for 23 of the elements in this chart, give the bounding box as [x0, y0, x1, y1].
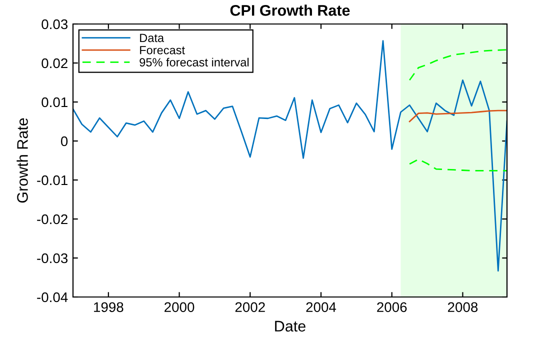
x-tick-label: 1998	[94, 302, 124, 312]
chart-title: CPI Growth Rate	[230, 4, 350, 16]
legend-label: Forecast	[140, 46, 185, 54]
x-axis-title: Date	[275, 320, 306, 332]
x-tick-label: 2002	[235, 302, 265, 312]
x-tick-label: 2006	[377, 302, 407, 312]
x-tick-label: 2000	[164, 302, 194, 312]
line-series	[408, 110, 507, 122]
y-tick-label: -0.01	[37, 175, 68, 186]
x-tick-label: 2008	[448, 302, 478, 312]
y-tick-label: 0.03	[42, 19, 68, 30]
y-tick-label: 0	[60, 136, 68, 146]
y-axis-title: Growth Rate	[16, 118, 28, 203]
y-tick-label: -0.03	[37, 253, 68, 264]
x-tick-label: 2004	[306, 302, 336, 312]
y-tick-label: 0.02	[42, 58, 68, 68]
line-series	[408, 49, 507, 81]
line-series	[408, 158, 507, 172]
legend-label: 95% forecast interval	[140, 58, 249, 66]
legend-label: Data	[140, 34, 164, 42]
y-tick-label: -0.04	[37, 292, 68, 302]
y-tick-label: 0.01	[42, 97, 68, 108]
y-tick-label: -0.02	[37, 214, 68, 224]
